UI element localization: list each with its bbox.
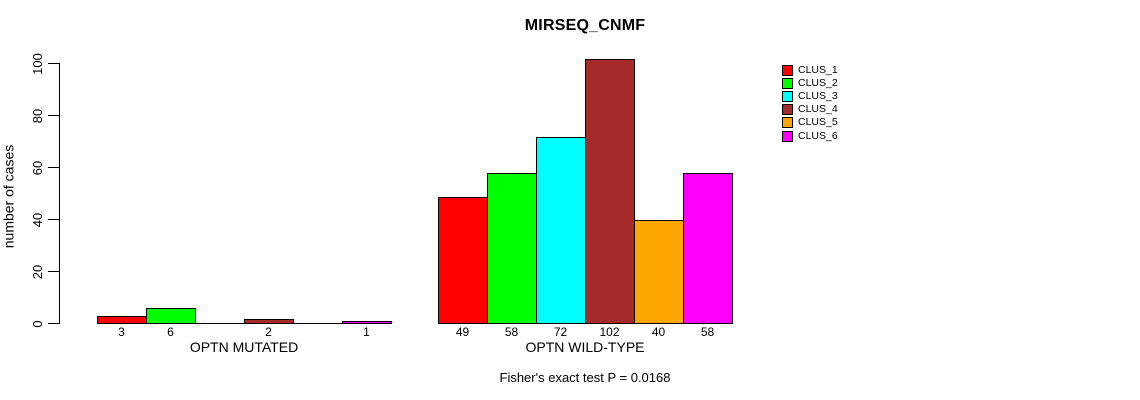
y-axis-tick xyxy=(48,323,60,324)
legend-label: CLUS_2 xyxy=(798,77,838,90)
bar-clus_2 xyxy=(487,173,537,324)
legend-swatch-clus_1 xyxy=(782,65,793,77)
bar-clus_6 xyxy=(683,173,733,324)
legend: CLUS_1 CLUS_2 CLUS_3 CLUS_4 CLUS_5 CLUS_6 xyxy=(782,64,838,143)
chart-title: MIRSEQ_CNMF xyxy=(524,17,646,34)
y-axis-tick-label: 60 xyxy=(30,160,45,176)
bar-clus_4 xyxy=(585,59,635,324)
legend-label: CLUS_1 xyxy=(798,64,838,77)
y-axis-tick-label: 40 xyxy=(30,212,45,228)
bar-value-label: 58 xyxy=(700,325,715,339)
bar-clus_6 xyxy=(342,321,392,324)
legend-item: CLUS_3 xyxy=(782,90,838,103)
legend-swatch-clus_3 xyxy=(782,91,793,103)
bar-value-label: 40 xyxy=(651,325,666,339)
legend-swatch-clus_6 xyxy=(782,130,793,142)
bar-value-label: 49 xyxy=(455,325,470,339)
bar-value-label: 58 xyxy=(504,325,519,339)
legend-label: CLUS_3 xyxy=(798,90,838,103)
y-axis-tick xyxy=(48,219,60,220)
legend-swatch-clus_5 xyxy=(782,117,793,129)
legend-swatch-clus_2 xyxy=(782,78,793,90)
x-group-label-optn-mutated: OPTN MUTATED xyxy=(189,339,299,355)
legend-swatch-clus_4 xyxy=(782,104,793,116)
legend-item: CLUS_6 xyxy=(782,129,838,142)
bar-value-label: 6 xyxy=(167,325,174,339)
y-axis-tick xyxy=(48,167,60,168)
legend-item: CLUS_1 xyxy=(782,64,838,77)
legend-item: CLUS_2 xyxy=(782,77,838,90)
y-axis-tick xyxy=(48,115,60,116)
y-axis-tick xyxy=(48,271,60,272)
bar-value-label: 72 xyxy=(553,325,568,339)
bar-clus_5 xyxy=(634,220,684,324)
legend-item: CLUS_5 xyxy=(782,116,838,129)
legend-label: CLUS_4 xyxy=(798,103,838,116)
legend-item: CLUS_4 xyxy=(782,103,838,116)
bar-value-label: 3 xyxy=(118,325,125,339)
bar-clus_1 xyxy=(97,316,147,324)
legend-label: CLUS_5 xyxy=(798,116,838,129)
bar-clus_3 xyxy=(536,137,586,324)
x-group-label-optn-wild-type: OPTN WILD-TYPE xyxy=(525,339,645,355)
bar-clus_1 xyxy=(438,197,488,324)
bar-clus_5-zero xyxy=(293,323,342,324)
bar-value-label: 1 xyxy=(363,325,370,339)
bar-value-label: 102 xyxy=(599,325,620,339)
y-axis-line xyxy=(59,63,60,324)
y-axis-tick-label: 0 xyxy=(30,320,45,328)
bar-clus_3-zero xyxy=(195,323,244,324)
y-axis-tick-label: 80 xyxy=(30,108,45,124)
y-axis-tick-label: 100 xyxy=(30,53,45,75)
fisher-test-annotation: Fisher's exact test P = 0.0168 xyxy=(499,370,671,385)
legend-label: CLUS_6 xyxy=(798,129,838,142)
bar-clus_2 xyxy=(146,308,196,324)
bar-value-label: 2 xyxy=(265,325,272,339)
bar-clus_4 xyxy=(244,319,294,324)
y-axis-tick xyxy=(48,63,60,64)
y-axis-tick-label: 20 xyxy=(30,264,45,280)
